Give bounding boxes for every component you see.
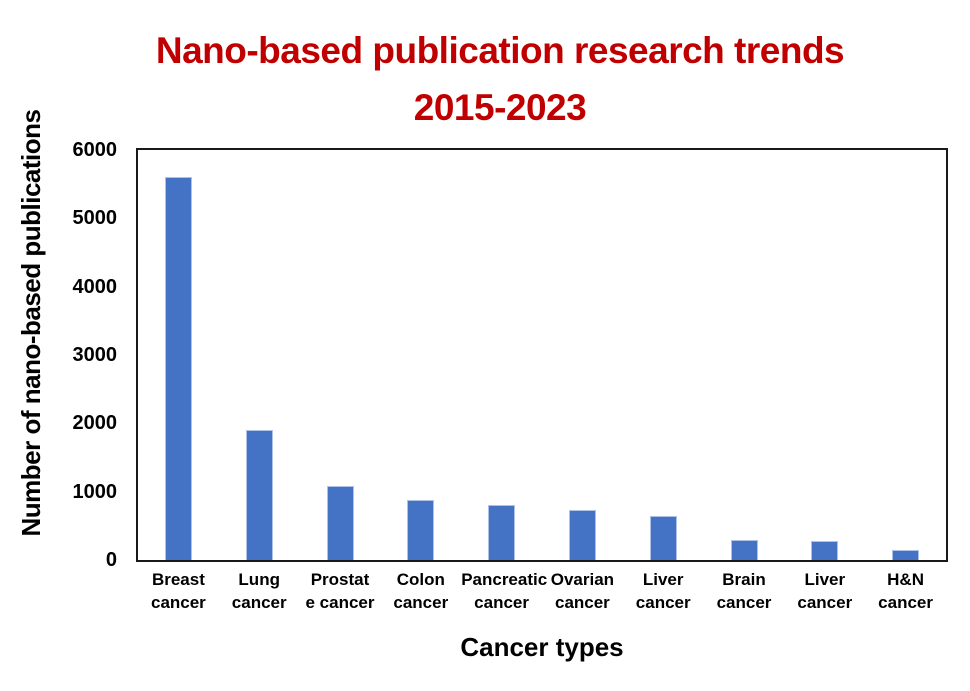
- y-tick-label: 0: [105, 549, 117, 571]
- x-tick-label: Breast cancer: [150, 570, 206, 612]
- x-tick-label: Prostat e cancer: [305, 570, 375, 612]
- bar-liver-cancer: [649, 516, 677, 560]
- bar-colon-cancer: [407, 500, 435, 560]
- chart-title-line2: 2015-2023: [413, 87, 587, 128]
- y-tick-label: 4000: [72, 275, 118, 298]
- x-tick-label: Liver cancer: [797, 570, 853, 612]
- y-tick-label: 6000: [72, 139, 118, 161]
- x-tick-label: Ovarian cancer: [550, 570, 615, 612]
- chart-title-line1: Nano-based publication research trends: [155, 30, 845, 71]
- bar-prostate-cancer: [326, 486, 354, 560]
- y-tick-label: 1000: [72, 480, 118, 503]
- y-tick-label: 3000: [72, 344, 118, 366]
- y-tick-label: 2000: [72, 412, 118, 435]
- bar-pancreatic-cancer: [488, 505, 516, 560]
- bar-breast-cancer: [164, 177, 192, 560]
- x-tick-label: Pancreatic cancer: [461, 570, 548, 612]
- bar-liver-cancer: [811, 541, 839, 560]
- bar-ovarian-cancer: [568, 510, 596, 560]
- x-tick-label: H&N cancer: [878, 570, 933, 612]
- x-tick-label: Liver cancer: [635, 570, 691, 612]
- y-tick-label: 5000: [72, 207, 118, 230]
- bar-h-n-cancer: [892, 550, 920, 560]
- plot-area: [136, 148, 948, 562]
- x-axis-title: Cancer types: [460, 632, 624, 662]
- bar-lung-cancer: [245, 430, 273, 560]
- chart-title: Nano-based publication research trends 2…: [30, 22, 970, 136]
- x-tick-label: Lung cancer: [231, 570, 287, 612]
- x-tick-label: Brain cancer: [716, 570, 772, 612]
- x-tick-label: Colon cancer: [393, 570, 449, 612]
- bar-brain-cancer: [730, 540, 758, 560]
